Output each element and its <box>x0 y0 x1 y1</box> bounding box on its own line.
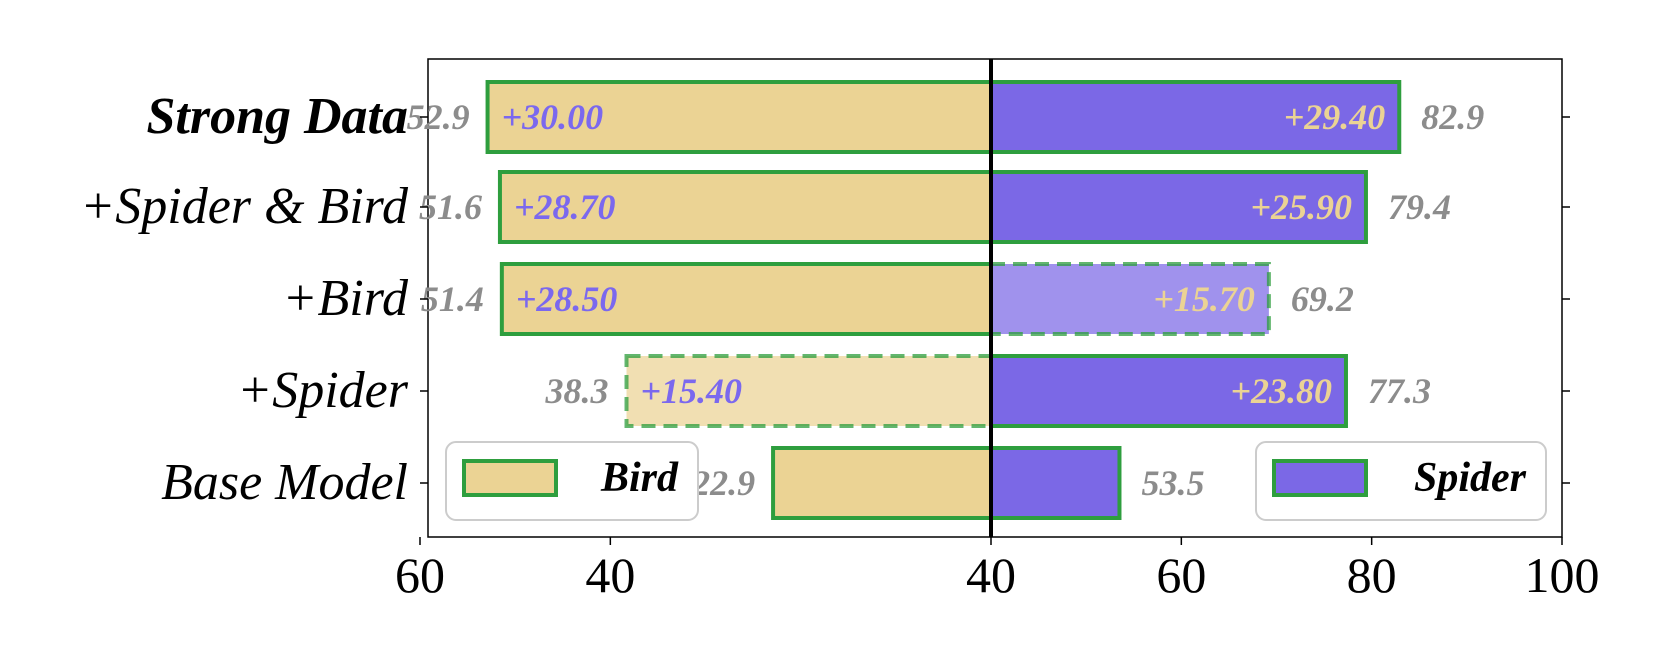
category-label: +Spider <box>237 362 409 419</box>
legend-label-bird: Bird <box>600 455 679 501</box>
value-label-bird: 51.4 <box>421 279 484 319</box>
gain-label-spider: +25.90 <box>1250 187 1352 227</box>
bar-spider <box>989 446 1122 520</box>
gain-label-bird: +28.50 <box>516 279 618 319</box>
gain-label-bird: +30.00 <box>502 97 604 137</box>
value-label-spider: 69.2 <box>1291 279 1354 319</box>
value-label-spider: 77.3 <box>1368 371 1431 411</box>
gain-label-spider: +15.70 <box>1153 279 1255 319</box>
category-label: +Bird <box>282 270 409 327</box>
gain-label-spider: +29.40 <box>1284 97 1386 137</box>
x-tick-label: 60 <box>395 547 445 603</box>
bar-spider <box>989 80 1402 154</box>
gain-label-bird: +15.40 <box>641 371 743 411</box>
bars-layer <box>485 80 1402 520</box>
x-tick-label: 40 <box>966 547 1016 603</box>
x-tick-label: 100 <box>1525 547 1600 603</box>
value-label-bird: 22.9 <box>691 463 755 503</box>
value-label-spider: 53.5 <box>1141 463 1204 503</box>
bar-bird <box>499 262 993 336</box>
value-label-bird: 51.6 <box>419 187 482 227</box>
bar-bird <box>771 446 994 520</box>
plot-frame <box>427 58 1563 538</box>
category-label: Strong Data <box>146 88 408 145</box>
value-label-spider: 82.9 <box>1421 97 1484 137</box>
bar-bird <box>485 80 993 154</box>
value-label-bird: 38.3 <box>545 371 609 411</box>
gain-label-bird: +28.70 <box>514 187 616 227</box>
category-label: Base Model <box>161 454 408 511</box>
x-tick-label: 60 <box>1156 547 1206 603</box>
ticks-layer: 60 40 40 60 80 100 <box>395 116 1600 603</box>
value-label-bird: 52.9 <box>407 97 470 137</box>
legend-layer: Bird Spider <box>445 441 1547 521</box>
bar-spider <box>989 354 1348 428</box>
gain-label-spider: +23.80 <box>1230 371 1332 411</box>
x-tick-label: 80 <box>1347 547 1397 603</box>
x-tick-label: 40 <box>585 547 635 603</box>
legend-swatch-spider <box>1272 459 1368 497</box>
value-label-spider: 79.4 <box>1388 187 1451 227</box>
legend-label-spider: Spider <box>1414 455 1527 501</box>
legend-swatch-bird <box>462 459 558 497</box>
category-label: +Spider & Bird <box>80 178 409 235</box>
